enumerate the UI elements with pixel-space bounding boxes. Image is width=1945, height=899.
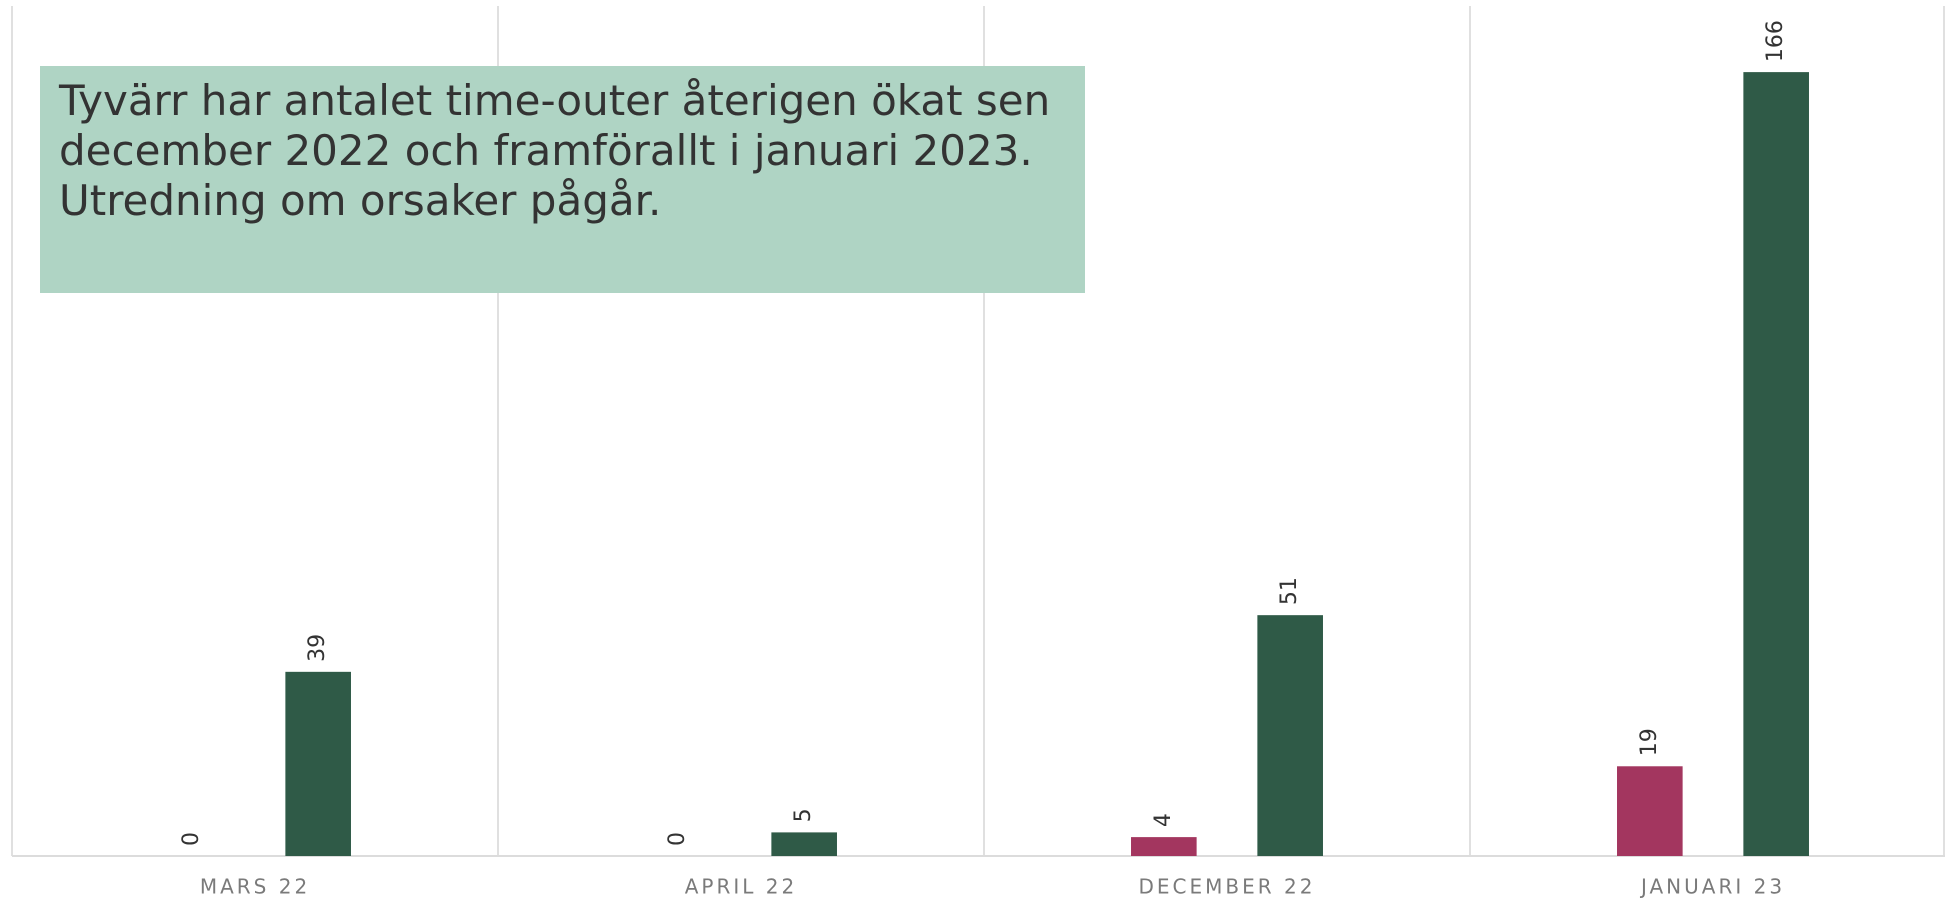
bar <box>285 671 351 856</box>
bar <box>771 832 837 856</box>
x-tick-label: APRIL 22 <box>685 875 798 899</box>
data-label: 0 <box>179 832 204 846</box>
data-label: 39 <box>305 634 330 662</box>
data-label: 5 <box>791 808 816 822</box>
x-tick-label: JANUARI 23 <box>1639 875 1785 899</box>
data-label: 0 <box>665 832 690 846</box>
x-tick-label: MARS 22 <box>200 875 310 899</box>
data-label: 166 <box>1763 20 1788 62</box>
bar <box>1131 837 1197 856</box>
annotation-box <box>40 66 1085 293</box>
annotation-text: Tyvärr har antalet time-outer återigen ö… <box>58 76 1050 125</box>
data-label: 4 <box>1151 813 1176 827</box>
data-label: 51 <box>1277 577 1302 605</box>
x-tick-label: DECEMBER 22 <box>1139 875 1316 899</box>
bar <box>1617 766 1683 856</box>
bar <box>1743 72 1809 857</box>
data-label: 19 <box>1637 728 1662 756</box>
annotation-text: Utredning om orsaker pågår. <box>59 176 661 225</box>
bar <box>1257 615 1323 856</box>
annotation-text: december 2022 och framförallt i januari … <box>59 126 1033 175</box>
